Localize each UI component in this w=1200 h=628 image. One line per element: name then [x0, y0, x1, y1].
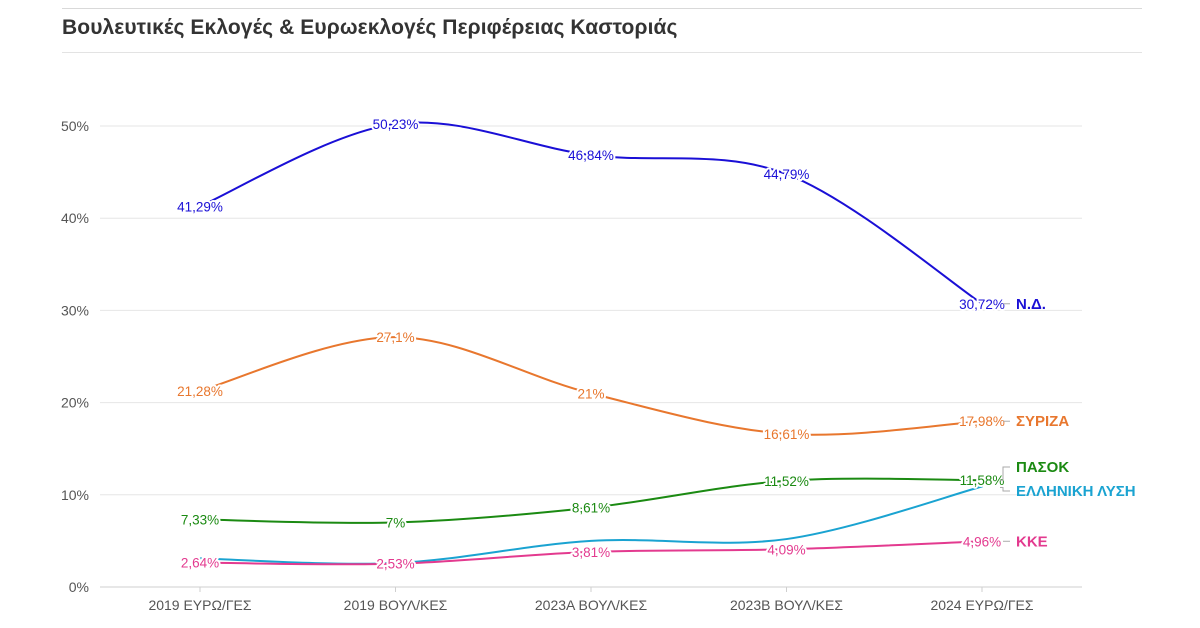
data-label-2-0: 7,33%: [181, 512, 219, 527]
series-name-label-1: ΣΥΡΙΖΑ: [1016, 413, 1069, 430]
data-label-2-4: 11,58%: [960, 473, 1005, 488]
data-label-4-3: 4,09%: [767, 542, 805, 557]
data-label-2-3: 11,52%: [764, 474, 809, 489]
series-line-0: [199, 121, 983, 305]
x-tick-label-2: 2023Α ΒΟΥΛ/ΚΕΣ: [535, 597, 648, 613]
data-label-halo-0-0: 41,29%: [177, 199, 223, 214]
data-label-halo-2-2: 8,61%: [572, 501, 610, 516]
data-label-1-4: 17,98%: [959, 414, 1005, 429]
series-line-1: [199, 336, 983, 436]
data-label-halo-0-3: 44,79%: [764, 167, 810, 182]
data-label-halo-1-3: 16,61%: [764, 427, 810, 442]
data-label-0-4: 30,72%: [959, 297, 1005, 312]
series-name-label-4: ΚΚΕ: [1016, 533, 1048, 550]
x-tick-label-0: 2019 ΕΥΡΩ/ΓΕΣ: [148, 597, 251, 613]
y-tick-label-10: 10%: [61, 487, 89, 503]
y-tick-label-30: 30%: [61, 302, 89, 318]
data-label-halo-4-0: 2,64%: [181, 556, 219, 571]
series-name-label-0: Ν.Δ.: [1016, 296, 1046, 313]
data-label-halo-2-4: 11,58%: [960, 473, 1005, 488]
data-label-0-2: 46,84%: [568, 148, 614, 163]
data-label-halo-4-3: 4,09%: [767, 542, 805, 557]
x-tick-label-3: 2023Β ΒΟΥΛ/ΚΕΣ: [730, 597, 843, 613]
data-label-halo-0-1: 50,23%: [373, 117, 419, 132]
data-label-0-0: 41,29%: [177, 199, 223, 214]
chart-title: Βουλευτικές Εκλογές & Ευρωεκλογές Περιφέ…: [62, 16, 678, 39]
data-label-halo-1-1: 27,1%: [376, 330, 414, 345]
series-line-4: [199, 540, 983, 566]
data-label-1-3: 16,61%: [764, 427, 810, 442]
data-label-halo-0-2: 46,84%: [568, 148, 614, 163]
data-label-4-2: 3,81%: [572, 545, 610, 560]
data-label-0-3: 44,79%: [764, 167, 810, 182]
data-label-1-1: 27,1%: [376, 330, 414, 345]
y-tick-label-50: 50%: [61, 118, 89, 134]
data-label-4-0: 2,64%: [181, 556, 219, 571]
title-top-rule: [62, 8, 1142, 9]
data-label-halo-1-4: 17,98%: [959, 414, 1005, 429]
data-label-halo-2-1: 7%: [386, 515, 406, 530]
data-label-1-2: 21%: [577, 386, 604, 401]
data-label-2-2: 8,61%: [572, 501, 610, 516]
data-label-halo-4-4: 4,96%: [963, 534, 1001, 549]
data-label-halo-0-4: 30,72%: [959, 297, 1005, 312]
data-label-halo-4-2: 3,81%: [572, 545, 610, 560]
series-name-label-2: ΠΑΣΟΚ: [1016, 459, 1069, 476]
data-label-4-4: 4,96%: [963, 534, 1001, 549]
y-tick-label-0: 0%: [69, 579, 89, 595]
data-label-1-0: 21,28%: [177, 384, 223, 399]
data-label-halo-4-1: 2,53%: [376, 557, 414, 572]
data-label-0-1: 50,23%: [373, 117, 419, 132]
data-label-halo-1-0: 21,28%: [177, 384, 223, 399]
data-label-halo-2-0: 7,33%: [181, 512, 219, 527]
data-label-halo-1-2: 21%: [577, 386, 604, 401]
data-label-4-1: 2,53%: [376, 557, 414, 572]
series-name-label-3: ΕΛΛΗΝΙΚΗ ΛΥΣΗ: [1016, 483, 1136, 500]
x-tick-label-1: 2019 ΒΟΥΛ/ΚΕΣ: [344, 597, 448, 613]
title-bottom-rule: [62, 52, 1142, 53]
y-tick-label-40: 40%: [61, 210, 89, 226]
data-label-halo-2-3: 11,52%: [764, 474, 809, 489]
series-name-connector-3: [1000, 487, 1010, 492]
data-label-2-1: 7%: [386, 515, 406, 530]
x-tick-label-4: 2024 ΕΥΡΩ/ΓΕΣ: [930, 597, 1033, 613]
y-tick-label-20: 20%: [61, 395, 89, 411]
series-name-connector-2: [1000, 466, 1010, 481]
series-line-2: [199, 477, 983, 524]
